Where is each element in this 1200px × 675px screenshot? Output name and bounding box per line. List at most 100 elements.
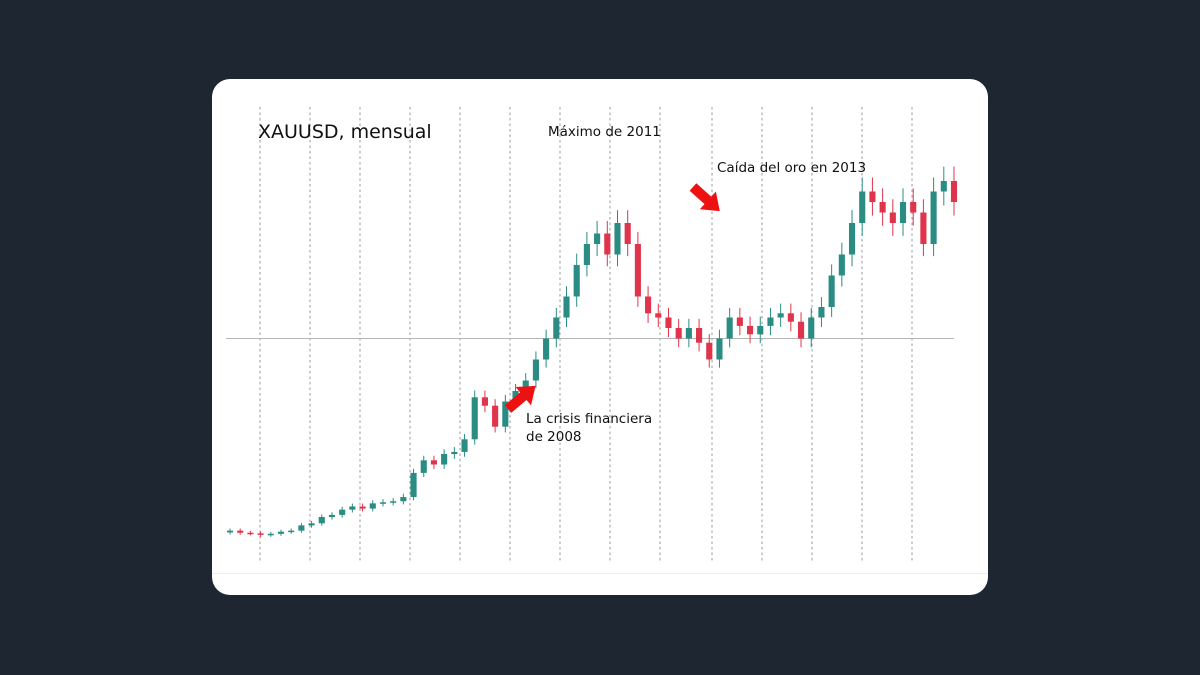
candle bbox=[920, 199, 927, 257]
candle bbox=[257, 531, 264, 537]
candle bbox=[420, 455, 427, 478]
candle-body bbox=[828, 275, 835, 307]
candle bbox=[226, 528, 234, 535]
candle bbox=[288, 528, 295, 534]
candle bbox=[369, 500, 376, 512]
candle bbox=[879, 188, 886, 226]
candle bbox=[665, 307, 672, 338]
candle-body bbox=[430, 460, 438, 465]
arrow-2013 bbox=[689, 183, 720, 212]
annotation-fall-2013: Caída del oro en 2013 bbox=[717, 160, 867, 176]
candle bbox=[848, 210, 856, 267]
candle-body bbox=[237, 530, 244, 533]
candle-body bbox=[910, 202, 917, 213]
candle bbox=[349, 503, 356, 513]
candle bbox=[247, 530, 254, 536]
candle bbox=[940, 166, 947, 206]
candle-body bbox=[634, 244, 641, 297]
candle-body bbox=[339, 509, 346, 515]
candle bbox=[298, 523, 305, 533]
candle-body bbox=[614, 223, 621, 255]
candle bbox=[930, 177, 937, 257]
candle bbox=[757, 316, 764, 344]
candle bbox=[624, 210, 631, 257]
candle-body bbox=[471, 397, 478, 440]
candle bbox=[563, 286, 570, 328]
candle-body bbox=[797, 321, 805, 339]
candle bbox=[543, 329, 550, 368]
candle bbox=[818, 297, 825, 328]
candle-body bbox=[522, 380, 529, 391]
candle bbox=[726, 307, 733, 348]
candle-body bbox=[349, 506, 356, 510]
candle-body bbox=[920, 212, 927, 244]
candle bbox=[339, 506, 346, 518]
candle-body bbox=[359, 506, 366, 509]
candle-body bbox=[848, 223, 856, 255]
candle bbox=[277, 529, 285, 536]
chart-title: XAUUSD, mensual bbox=[258, 121, 432, 143]
candle bbox=[838, 242, 845, 287]
candle bbox=[685, 318, 692, 348]
candle bbox=[461, 434, 468, 457]
candle-body bbox=[808, 317, 815, 339]
candle bbox=[828, 264, 835, 317]
candle bbox=[777, 303, 784, 328]
candle-body bbox=[328, 514, 336, 517]
candle bbox=[746, 316, 754, 344]
candle-body bbox=[716, 338, 723, 360]
candle-body bbox=[543, 338, 550, 360]
candle bbox=[645, 286, 652, 324]
candle-body bbox=[410, 472, 417, 498]
candle-body bbox=[583, 244, 590, 265]
candle-body bbox=[481, 397, 488, 406]
candle-body bbox=[369, 503, 376, 509]
candle-body bbox=[696, 328, 703, 343]
candle bbox=[604, 221, 611, 267]
candle bbox=[583, 231, 590, 277]
candle-body bbox=[787, 313, 794, 322]
candle bbox=[390, 498, 397, 506]
candle-body bbox=[553, 317, 560, 339]
candle-body bbox=[226, 530, 234, 533]
candle-body bbox=[277, 531, 285, 534]
candle-body bbox=[390, 501, 397, 503]
candle bbox=[267, 531, 274, 537]
candle-body bbox=[461, 439, 468, 452]
candle-body bbox=[573, 265, 580, 297]
candle-body bbox=[665, 317, 672, 328]
candle bbox=[553, 307, 560, 348]
candle bbox=[787, 303, 794, 332]
annotation-arrows bbox=[504, 183, 720, 413]
candle-body bbox=[879, 202, 886, 213]
candle bbox=[675, 318, 682, 348]
candle-body bbox=[655, 313, 662, 318]
candle bbox=[237, 528, 244, 535]
candle-body bbox=[379, 502, 387, 504]
candlestick-chart bbox=[226, 107, 958, 561]
candle-body bbox=[288, 530, 295, 533]
candle-body bbox=[604, 233, 611, 255]
candle-body bbox=[441, 454, 448, 465]
annotation-crisis-2008: La crisis financiera de 2008 bbox=[526, 410, 652, 446]
candle bbox=[716, 329, 723, 368]
candle bbox=[594, 221, 601, 257]
candle-body bbox=[859, 191, 866, 223]
candle bbox=[899, 188, 907, 236]
candle bbox=[481, 390, 488, 413]
annotation-peak-2011: Máximo de 2011 bbox=[548, 124, 661, 140]
candle bbox=[430, 455, 438, 469]
candle bbox=[797, 312, 805, 348]
candle-body bbox=[492, 405, 499, 427]
candle-body bbox=[889, 212, 896, 223]
candle-body bbox=[594, 233, 601, 244]
candle bbox=[532, 351, 539, 388]
candle-body bbox=[645, 296, 652, 314]
candle-body bbox=[247, 532, 254, 535]
candle-body bbox=[726, 317, 733, 339]
candle-body bbox=[767, 317, 774, 326]
candle bbox=[471, 390, 478, 445]
candle-body bbox=[298, 525, 305, 531]
candle bbox=[736, 307, 743, 336]
candle-body bbox=[400, 497, 407, 502]
